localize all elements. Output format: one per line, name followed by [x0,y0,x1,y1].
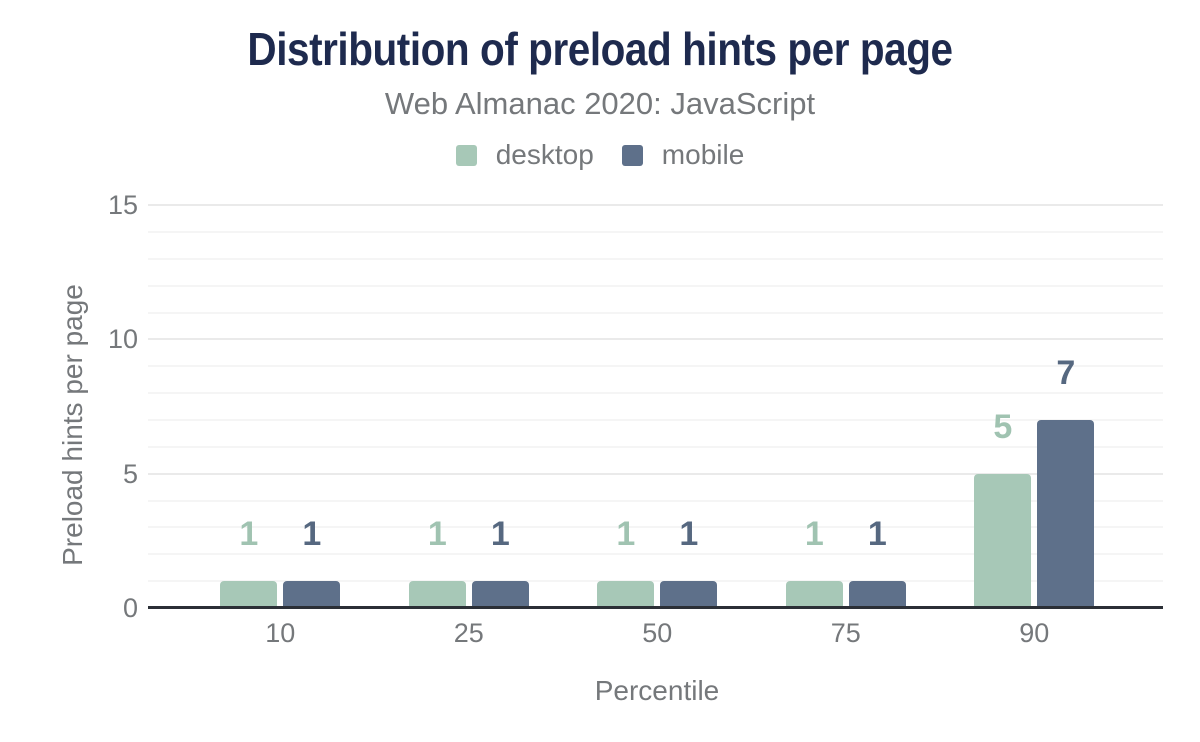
value-label-mobile-p50: 1 [679,515,699,553]
bar-mobile-p10[interactable] [283,581,341,608]
legend-item-mobile: mobile [621,139,745,170]
x-tick-50: 50 [642,618,673,648]
value-label-mobile-p90: 7 [1056,354,1076,392]
legend: desktop mobile [0,140,1200,170]
bar-mobile-p25[interactable] [471,581,529,608]
legend-label-mobile: mobile [661,139,745,170]
bar-mobile-p50[interactable] [660,581,718,608]
x-tick-90: 90 [1019,618,1050,648]
value-label-mobile-p75: 1 [867,515,887,553]
x-axis-line [148,606,1163,609]
gridline-major [148,338,1163,341]
gridline-minor [148,392,1163,395]
gridline-minor [148,445,1163,448]
gridline-major [148,204,1163,206]
legend-swatch-mobile-icon [621,144,643,166]
gridline-minor [148,526,1163,529]
y-tick-15: 15 [107,190,138,220]
x-axis-title: Percentile [594,675,720,706]
legend-swatch-desktop-icon [455,144,477,166]
y-axis-title: Preload hints per page [57,284,88,566]
chart-title: Distribution of preload hints per page [247,23,953,75]
legend-label-desktop: desktop [495,139,594,170]
value-label-desktop-p10: 1 [239,515,259,553]
gridline-minor [148,580,1163,583]
value-label-desktop-p90: 5 [993,408,1013,446]
x-tick-10: 10 [265,618,296,648]
gridline-minor [148,257,1163,260]
bar-desktop-p90[interactable] [974,474,1032,608]
gridline-minor [148,284,1163,287]
value-label-desktop-p50: 1 [616,515,636,553]
y-tick-5: 5 [122,458,138,489]
gridline-minor [148,311,1163,314]
bar-desktop-p10[interactable] [220,581,278,608]
x-tick-25: 25 [453,618,484,648]
legend-item-desktop: desktop [455,139,594,170]
value-label-mobile-p25: 1 [490,515,510,553]
gridline-major [148,472,1163,475]
bar-mobile-p75[interactable] [848,581,906,608]
value-label-desktop-p25: 1 [427,515,447,553]
bar-desktop-p75[interactable] [785,581,843,608]
x-tick-75: 75 [830,618,861,648]
gridline-minor [148,499,1163,502]
gridline-minor [148,365,1163,368]
y-tick-0: 0 [122,593,138,623]
bar-desktop-p50[interactable] [597,581,655,608]
value-label-mobile-p10: 1 [302,515,322,553]
gridline-minor [148,418,1163,421]
gridline-minor [148,553,1163,556]
bar-desktop-p25[interactable] [408,581,466,608]
gridline-minor [148,230,1163,233]
bar-mobile-p90[interactable] [1037,420,1095,608]
y-tick-10: 10 [107,324,138,355]
chart-subtitle: Web Almanac 2020: JavaScript [384,86,816,121]
value-label-desktop-p75: 1 [804,515,824,553]
